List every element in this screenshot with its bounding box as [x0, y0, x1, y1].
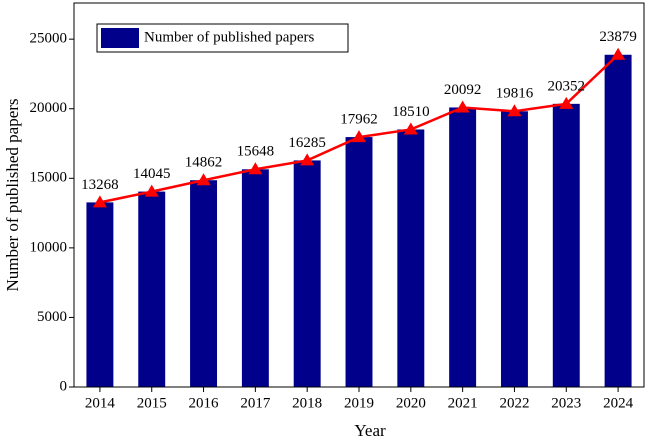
value-label: 15648: [237, 144, 275, 160]
bar: [604, 54, 632, 387]
x-tick-label: 2020: [396, 395, 426, 411]
y-tick-label: 0: [60, 378, 68, 394]
x-tick-label: 2014: [85, 395, 116, 411]
bar: [241, 169, 269, 387]
bar: [552, 103, 580, 387]
plot-frame: [73, 2, 645, 388]
x-tick-label: 2023: [551, 395, 581, 411]
value-label: 13268: [81, 177, 119, 193]
trend-marker: [196, 173, 211, 186]
value-label: 20092: [444, 82, 482, 98]
y-tick-label: 5000: [37, 309, 67, 325]
trend-marker: [248, 162, 263, 175]
x-tick-label: 2018: [292, 395, 322, 411]
value-label: 18510: [392, 104, 430, 120]
bar: [449, 107, 477, 387]
value-label: 14862: [185, 155, 223, 171]
bar: [190, 180, 218, 387]
y-axis-title: Number of published papers: [3, 98, 22, 291]
trend-marker: [455, 100, 470, 113]
trend-marker: [507, 104, 522, 117]
value-label: 17962: [340, 112, 378, 128]
y-tick-label: 15000: [30, 170, 68, 186]
x-tick-label: 2021: [448, 395, 478, 411]
value-label: 19816: [496, 86, 534, 102]
bar: [293, 160, 321, 387]
trend-marker: [300, 153, 315, 166]
y-tick-label: 10000: [30, 239, 68, 255]
bar: [86, 202, 114, 387]
y-tick-label: 25000: [30, 31, 68, 47]
x-tick-label: 2022: [499, 395, 529, 411]
x-tick-label: 2017: [240, 395, 271, 411]
trend-marker: [352, 130, 366, 143]
trend-marker: [559, 96, 574, 109]
trend-marker: [144, 184, 159, 197]
x-tick-label: 2016: [189, 395, 220, 411]
value-label: 20352: [548, 78, 586, 94]
trend-marker: [92, 195, 107, 208]
y-tick-label: 20000: [30, 100, 68, 116]
x-axis-title: Year: [354, 421, 386, 440]
trend-marker: [403, 122, 418, 135]
bar: [345, 137, 373, 387]
bar: [397, 129, 425, 388]
value-label: 23879: [599, 29, 637, 45]
x-tick-label: 2019: [344, 395, 374, 411]
x-tick-label: 2024: [603, 395, 634, 411]
legend-label: Number of published papers: [144, 29, 315, 45]
legend-swatch: [101, 28, 139, 48]
x-tick-label: 2015: [137, 395, 167, 411]
value-label: 16285: [288, 135, 326, 151]
bar: [138, 191, 166, 387]
value-label: 14045: [133, 166, 171, 182]
bar: [500, 111, 528, 387]
trend-marker: [611, 47, 626, 60]
